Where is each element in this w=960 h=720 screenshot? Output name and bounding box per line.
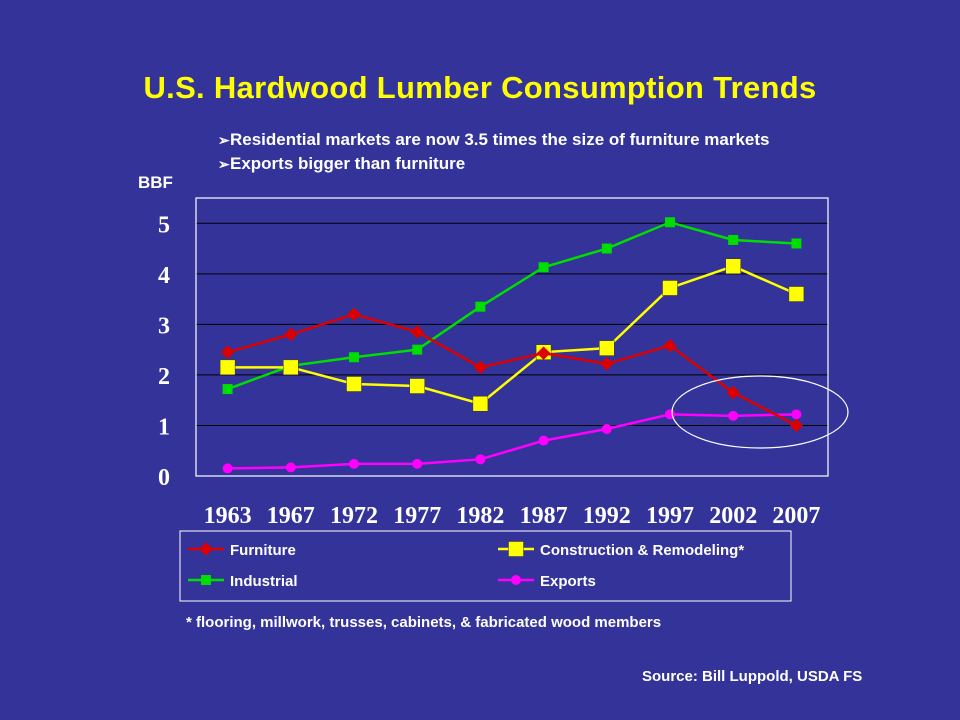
data-point: [410, 325, 424, 339]
legend-box: [179, 530, 792, 602]
legend: Furniture Construction & Remodeling* Indus…: [188, 541, 744, 590]
legend-item: Industrial: [188, 573, 298, 590]
data-point: [726, 385, 740, 400]
data-point: [285, 462, 296, 473]
legend-marker: [511, 575, 521, 585]
data-point: [222, 463, 233, 474]
data-point: [788, 286, 805, 302]
series-line: [227, 264, 797, 406]
data-point: [600, 357, 614, 371]
legend-item: Furniture: [188, 542, 296, 559]
arrow-bullet-icon: ➢: [218, 132, 230, 148]
x-tick-label: 1992: [583, 503, 631, 529]
data-point: [347, 307, 361, 321]
data-point: [538, 435, 549, 446]
series-industrial: [222, 217, 802, 395]
data-point: [349, 458, 359, 469]
series-line: [227, 413, 797, 470]
legend-label: Furniture: [230, 542, 296, 559]
data-point: [222, 384, 233, 395]
data-point: [538, 262, 549, 273]
data-point: [475, 454, 486, 465]
y-tick-label: 0: [158, 465, 170, 491]
legend-marker: [201, 575, 211, 585]
legend-marker: [199, 542, 213, 556]
legend-marker: [508, 541, 524, 557]
data-point: [601, 423, 612, 434]
data-point: [346, 376, 362, 392]
y-tick-label: 3: [158, 313, 170, 339]
bullet-text: Exports bigger than furniture: [230, 154, 466, 173]
data-point: [665, 217, 675, 228]
x-tick-label: 2002: [709, 503, 757, 529]
data-point: [791, 409, 802, 420]
arrow-bullet-icon: ➢: [218, 156, 230, 172]
x-tick-label: 1997: [646, 503, 694, 529]
legend-item: Construction & Remodeling*: [498, 541, 744, 559]
data-point: [412, 458, 423, 469]
page-title: U.S. Hardwood Lumber Consumption Trends: [143, 70, 817, 105]
legend-label: Construction & Remodeling*: [540, 542, 744, 559]
gridlines: [196, 222, 828, 426]
legend-label: Industrial: [230, 573, 298, 590]
data-point: [536, 346, 551, 360]
x-tick-label: 1982: [456, 503, 504, 529]
footnote: * flooring, millwork, trusses, cabinets,…: [186, 614, 662, 631]
bullet-text: Residential markets are now 3.5 times th…: [230, 130, 770, 149]
data-point: [663, 338, 677, 353]
bullet-item: ➢Residential markets are now 3.5 times t…: [218, 128, 769, 152]
x-tick-label: 1972: [330, 503, 378, 529]
data-point: [412, 344, 423, 355]
series-exports: [222, 409, 802, 474]
y-tick-label: 2: [158, 364, 170, 390]
y-tick-label: 5: [158, 212, 170, 238]
data-point: [725, 258, 741, 274]
highlight-ellipse: [671, 375, 849, 449]
data-point: [409, 378, 425, 394]
data-point: [728, 410, 739, 421]
data-point: [728, 234, 739, 245]
series-layer: [219, 217, 805, 474]
y-tick-label: 4: [158, 263, 170, 289]
series-construction-remodeling: [219, 258, 805, 412]
series-line: [227, 220, 797, 391]
data-point: [791, 238, 802, 249]
source-credit: Source: Bill Luppold, USDA FS: [642, 668, 863, 685]
data-point: [284, 327, 298, 342]
data-point: [220, 345, 235, 359]
y-tick-labels: 0 1 2 3 4 5: [158, 212, 170, 491]
x-tick-label: 1967: [267, 503, 315, 529]
x-tick-label: 1987: [520, 503, 568, 529]
data-point: [789, 418, 804, 433]
data-point: [599, 340, 615, 356]
data-point: [601, 243, 612, 254]
y-tick-label: 1: [158, 414, 170, 440]
data-point: [472, 395, 489, 412]
series-line: [227, 312, 797, 427]
y-axis-label: BBF: [138, 173, 173, 192]
x-tick-label: 1963: [204, 503, 252, 529]
x-tick-label: 1977: [393, 503, 441, 529]
legend-label: Exports: [540, 573, 596, 590]
x-tick-label: 2007: [772, 503, 820, 529]
series-furniture: [220, 307, 804, 433]
data-point: [283, 359, 299, 376]
legend-item: Exports: [498, 573, 596, 590]
data-point: [219, 359, 236, 376]
data-point: [473, 360, 488, 375]
plot-area-border: [195, 197, 829, 477]
data-point: [662, 280, 678, 296]
bullet-list: ➢Residential markets are now 3.5 times t…: [218, 128, 769, 176]
bullet-item: ➢Exports bigger than furniture: [218, 152, 769, 176]
data-point: [349, 352, 359, 363]
x-tick-labels: 1963 1967 1972 1977 1982 1987 1992 1997 2002 2007: [204, 503, 821, 529]
data-point: [475, 301, 486, 312]
